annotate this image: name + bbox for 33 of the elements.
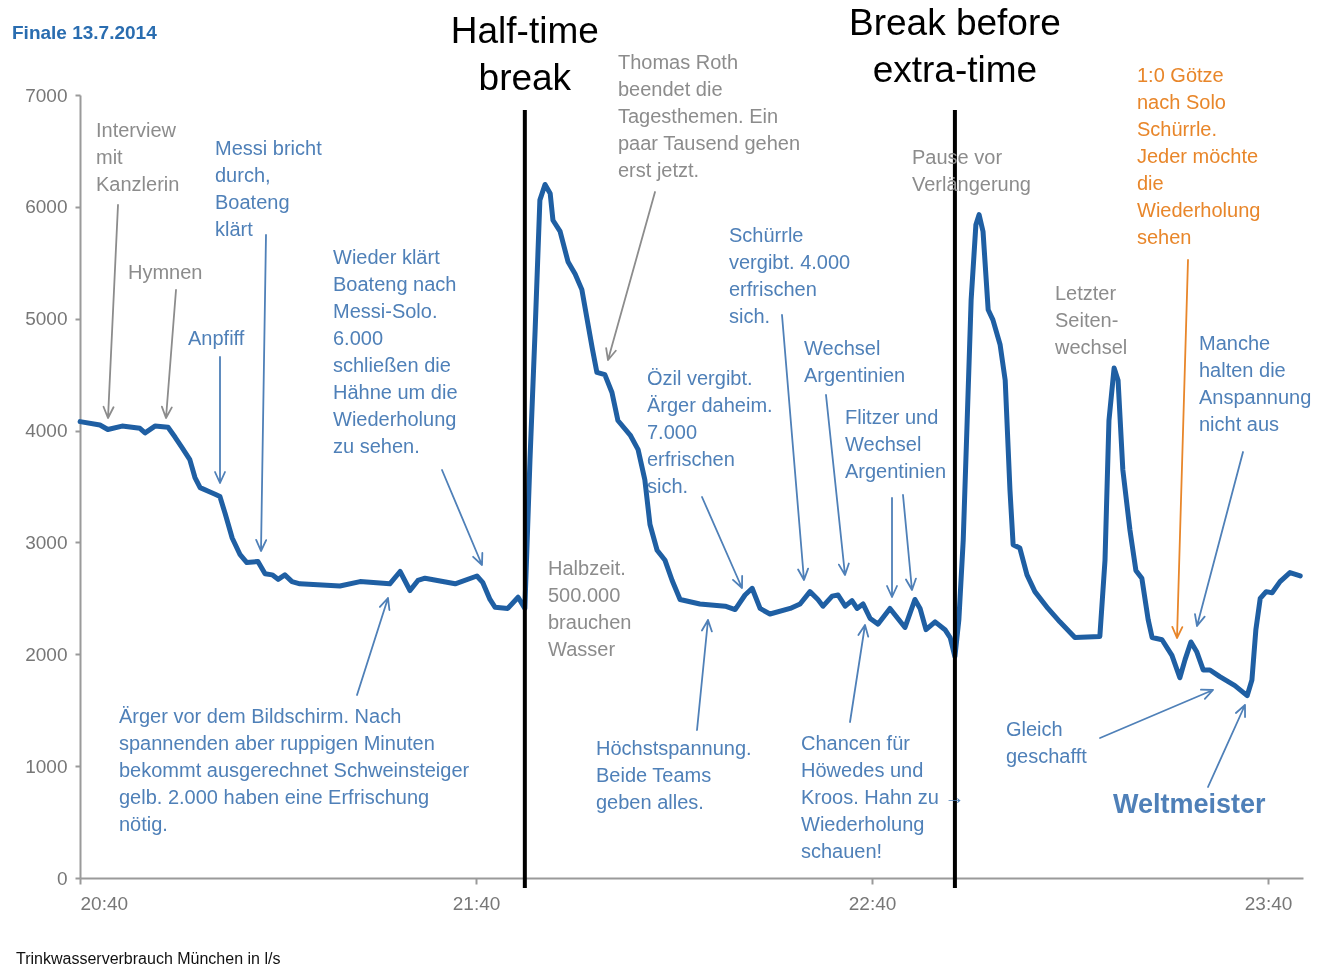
x-tick-label: 23:40 — [1244, 892, 1293, 914]
ref-line-label: Half-time break — [450, 10, 599, 98]
x-tick-label: 22:40 — [848, 892, 897, 914]
y-tick-label: 4000 — [25, 420, 68, 442]
x-tick-label: 20:40 — [80, 892, 129, 914]
annotation: Hymnen — [128, 261, 203, 283]
ref-line-label: Break before extra-time — [848, 2, 1061, 90]
annotation: Messi bricht durch, Boateng klärt — [215, 137, 323, 240]
y-tick-label: 6000 — [25, 196, 68, 218]
annotation: Ärger vor dem Bildschirm. Nach spannenden aber ruppigen Minuten bekommt ausgerechnet Schweinsteiger gelb. 2.000 haben eine Erfrischung nötig. — [119, 705, 470, 835]
y-tick-label: 5000 — [25, 308, 68, 330]
annotation: Wieder klärt Boateng nach Messi-Solo. 6.000 schließen die Hähne um die Wiederholung zu sehen. — [333, 246, 458, 457]
y-tick-label: 1000 — [25, 755, 68, 777]
text: Trinkwasserverbrauch München in l/s — [16, 950, 281, 967]
y-tick-label: 0 — [56, 867, 68, 889]
annotation: Interview mit Kanzlerin — [96, 119, 180, 195]
annotation: Anpfiff — [188, 327, 245, 349]
annotation: Höchstspannung. Beide Teams geben alles. — [596, 737, 752, 813]
annotation: 1:0 Götze nach Solo Schürrle. Jeder möchte die Wiederholung sehen — [1137, 64, 1261, 248]
chart-title: Finale 13.7.2014 — [12, 22, 158, 43]
annotation: Manche halten die Anspannung nicht aus — [1199, 332, 1312, 435]
y-tick-label: 7000 — [25, 84, 68, 106]
annotation: Gleich geschafft — [1006, 718, 1088, 767]
annotation: Halbzeit. 500.000 brauchen Wasser — [548, 557, 632, 660]
annotation: Schürrle vergibt. 4.000 erfrischen sich. — [729, 224, 851, 327]
annotation: Wechsel Argentinien — [804, 337, 906, 386]
x-tick-label: 21:40 — [452, 892, 501, 914]
annotation: Thomas Roth beendet die Tagesthemen. Ein paar Tausend gehen erst jetzt. — [618, 51, 801, 181]
annotation: Letzter Seiten- wechsel — [1054, 282, 1128, 358]
annotation: Weltmeister — [1113, 789, 1267, 819]
y-tick-label: 2000 — [25, 643, 68, 665]
annotation: Flitzer und Wechsel Argentinien — [845, 406, 947, 482]
y-tick-label: 3000 — [25, 531, 68, 553]
